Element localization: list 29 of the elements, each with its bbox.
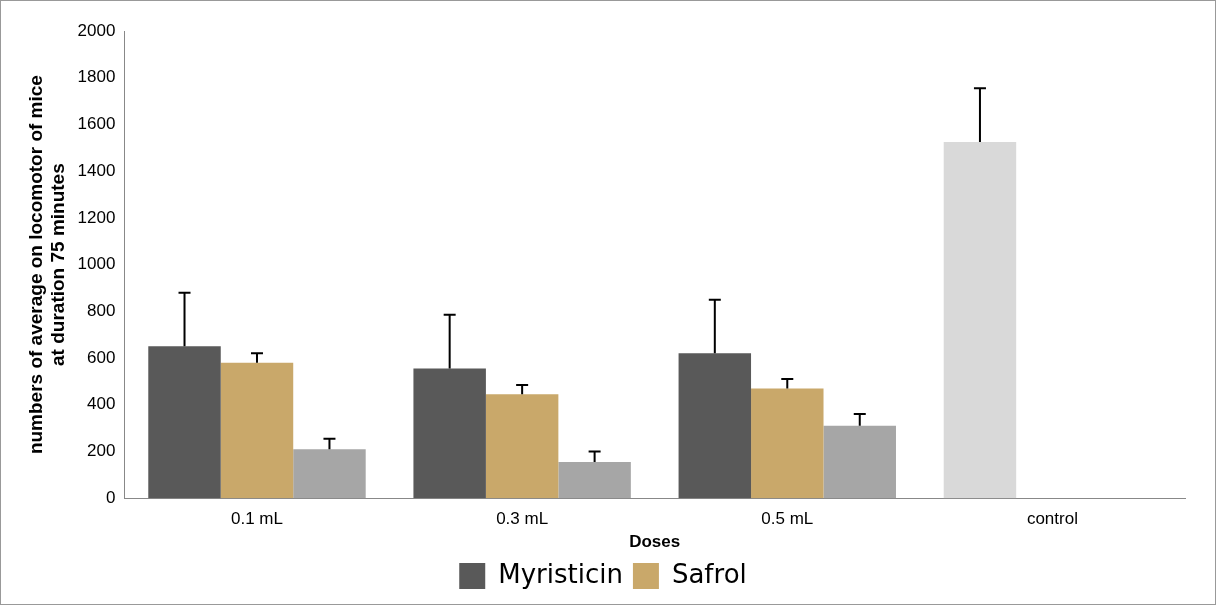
y-tick-label: 1800 — [77, 67, 116, 87]
legend-label: Safrol — [671, 558, 747, 589]
y-tick-label: 800 — [87, 301, 116, 321]
y-tick-label: 600 — [87, 347, 116, 367]
x-axis-title: Doses — [629, 532, 681, 552]
bar — [293, 449, 366, 499]
y-tick-label: 2000 — [77, 20, 116, 40]
x-tick-label: 0.5 mL — [761, 509, 814, 529]
bar — [148, 346, 221, 499]
bar — [485, 394, 559, 499]
bar — [751, 388, 824, 499]
bar — [678, 353, 752, 499]
y-tick-label: 1600 — [77, 114, 116, 134]
bar — [558, 461, 631, 499]
legend-label: Myristicin — [498, 558, 623, 589]
y-tick-label: 1000 — [77, 254, 116, 274]
x-tick-label: control — [1026, 509, 1078, 529]
y-tick-label: 200 — [87, 441, 116, 461]
bar — [413, 368, 486, 499]
bar — [220, 362, 294, 499]
x-tick-label: 0.3 mL — [496, 509, 549, 529]
bar — [823, 425, 896, 499]
y-tick-label: 1400 — [77, 160, 116, 180]
bar — [943, 141, 1017, 499]
y-axis-title: numbers of average on locomotor of mice at duration 75 minutes — [24, 75, 69, 455]
y-tick-label: 400 — [87, 394, 116, 414]
x-tick-label: 0.1 mL — [231, 509, 283, 529]
y-tick-label: 0 — [105, 487, 116, 507]
y-tick-label: 1200 — [77, 207, 116, 227]
